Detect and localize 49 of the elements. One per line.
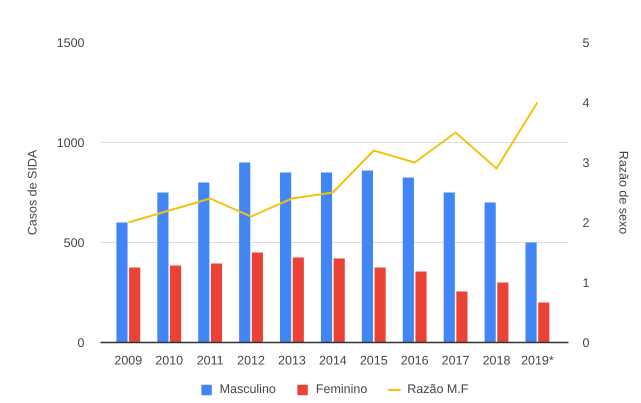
legend-label: Masculino: [220, 382, 276, 396]
x-tick-label: 2015: [360, 354, 388, 368]
bar: [129, 268, 140, 342]
x-tick-label: 2009: [114, 354, 142, 368]
legend-label: Feminino: [316, 382, 368, 396]
x-tick-label: 2017: [442, 354, 470, 368]
bar: [210, 264, 222, 342]
x-tick-label: 2018: [482, 354, 510, 368]
bar: [362, 170, 374, 342]
bar: [334, 258, 345, 342]
y-tick-label: 1500: [56, 36, 85, 50]
bar: [484, 202, 496, 342]
bar: [320, 172, 332, 342]
bar: [497, 282, 508, 342]
y-tick-label: 1000: [56, 136, 85, 150]
bar: [374, 268, 386, 342]
bar: [444, 192, 455, 342]
bar: [157, 192, 168, 342]
y2-tick-label: 4: [582, 96, 590, 110]
y-tick-label: 0: [78, 336, 85, 350]
y2-axis-title: Razão de sexo: [616, 150, 630, 234]
line-series: [127, 102, 538, 224]
y-tick-label: 500: [64, 236, 85, 250]
bar: [415, 272, 427, 342]
y2-tick-label: 0: [582, 336, 590, 350]
y2-tick-label: 3: [582, 156, 590, 170]
bar: [116, 222, 128, 342]
x-tick-label: 2010: [155, 354, 184, 368]
bar: [252, 252, 263, 342]
x-tick-label: 2011: [196, 354, 224, 368]
x-tick-label: 2014: [318, 354, 347, 368]
y2-tick-label: 2: [582, 216, 590, 230]
bar: [538, 302, 550, 342]
y2-tick-label: 1: [582, 276, 590, 290]
legend-label: Razão M.F: [407, 382, 468, 396]
bar: [525, 242, 537, 342]
bar: [456, 292, 468, 342]
x-tick-label: 2016: [400, 354, 429, 368]
y2-tick-label: 5: [582, 36, 590, 50]
bar: [402, 178, 414, 342]
x-tick-label: 2013: [278, 354, 306, 368]
x-tick-label: 2019*: [521, 354, 554, 368]
bar: [170, 266, 182, 342]
x-tick-label: 2012: [237, 354, 265, 368]
bar: [292, 258, 304, 342]
bar: [198, 182, 210, 342]
bar: [239, 162, 250, 342]
bar: [280, 172, 292, 342]
y-axis-title: Casos de SIDA: [26, 149, 40, 236]
